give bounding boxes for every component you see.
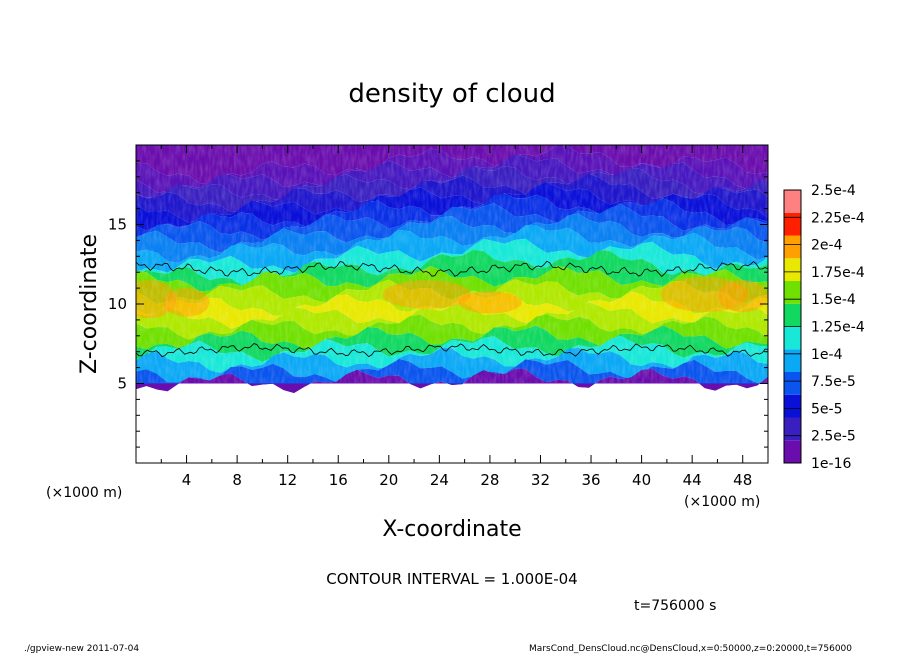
x-axis-label: X-coordinate [382,517,521,542]
x-tick-label: 48 [733,471,752,489]
colorbar-label: 1.25e-4 [811,320,865,336]
y-axis-ticks: 5 10 15 [108,160,768,448]
colorbar-swatch [784,235,801,259]
y-tick-label: 15 [108,216,127,234]
footer-right: MarsCond_DensCloud.nc@DensCloud,x=0:5000… [529,644,852,654]
colorbar: 1e-16 2.5e-5 5e-5 7.5e-5 1e-4 1.25e-4 1.5e-4 1.… [783,183,865,472]
colorbar-label: 1.5e-4 [811,292,856,308]
contour-lines [136,260,768,358]
colorbar-label: 2.25e-4 [811,210,865,226]
time-label: t=756000 s [634,598,716,614]
x-tick-label: 28 [480,471,499,489]
y-axis-unit: (×1000 m) [46,485,122,501]
colorbar-label: 7.5e-5 [811,374,856,390]
x-tick-label: 44 [683,471,702,489]
density-band [136,368,768,393]
x-tick-label: 36 [581,471,600,489]
colorbar-swatch [784,303,801,327]
contour-line [136,260,768,277]
colorbar-label: 1e-16 [811,456,851,472]
x-tick-label: 16 [329,471,348,489]
colorbar-swatch [784,190,801,213]
colorbar-label: 1e-4 [811,347,843,363]
x-tick-label: 24 [430,471,449,489]
x-axis-unit: (×1000 m) [684,494,760,510]
contour-interval-label: CONTOUR INTERVAL = 1.000E-04 [326,570,577,588]
colorbar-label: 5e-5 [811,401,842,417]
y-tick-label: 10 [108,295,127,313]
chart-title: density of cloud [348,79,555,109]
colorbar-swatch [784,281,801,304]
x-tick-label: 12 [278,471,297,489]
x-tick-label: 32 [531,471,550,489]
colorbar-label: 2e-4 [811,238,843,254]
x-tick-label: 4 [182,471,192,489]
colorbar-swatch [784,372,801,395]
colorbar-swatch [784,440,801,463]
footer-left: ./gpview-new 2011-07-04 [24,644,139,654]
colorbar-label: 2.5e-5 [811,429,856,445]
colorbar-label: 2.5e-4 [811,183,856,199]
y-tick-label: 5 [117,375,127,393]
colorbar-swatch [784,326,801,350]
x-tick-label: 8 [232,471,242,489]
colorbar-swatch [784,394,801,418]
x-tick-label: 40 [632,471,651,489]
colorbar-label: 1.75e-4 [811,265,865,281]
colorbar-swatch [784,258,801,281]
contour-line [136,343,768,358]
texture-overlay [136,145,768,383]
y-axis-label: Z-coordinate [77,234,102,374]
colorbar-swatch [784,212,801,236]
colorbar-swatch [784,417,801,441]
x-axis-ticks: 4 8 12 16 20 24 28 32 36 40 44 48 [160,145,752,489]
colorbar-swatch [784,349,801,372]
x-tick-label: 20 [379,471,398,489]
